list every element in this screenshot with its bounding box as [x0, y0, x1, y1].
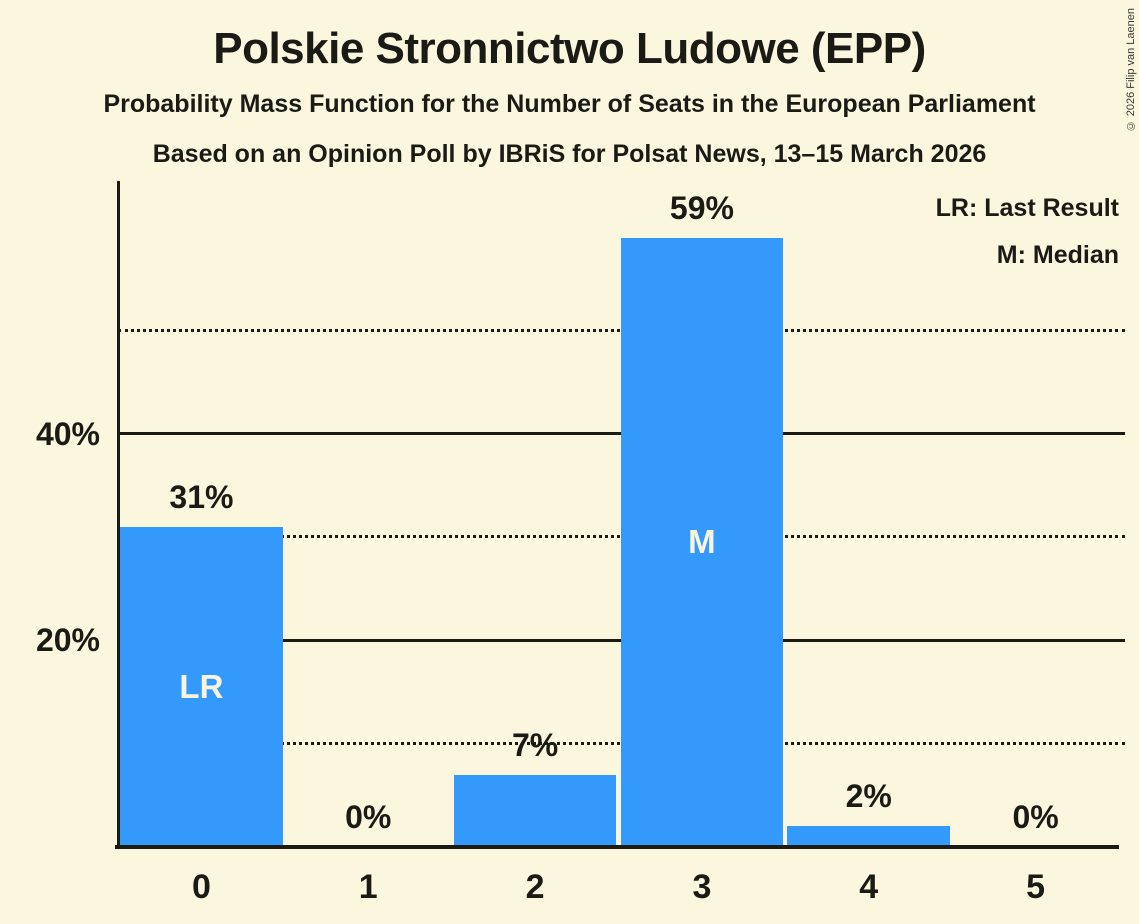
bar-value-label-5: 0% — [1012, 799, 1059, 835]
x-tick-label-3: 3 — [692, 868, 712, 906]
legend-median: M: Median — [996, 241, 1119, 269]
chart-subtitle: Probability Mass Function for the Number… — [103, 90, 1036, 118]
x-tick-label-0: 0 — [191, 868, 211, 906]
chart-source-line: Based on an Opinion Poll by IBRiS for Po… — [152, 140, 987, 168]
legend-last-result: LR: Last Result — [935, 194, 1119, 222]
bar-seats-4 — [787, 826, 951, 847]
x-tick-label-4: 4 — [859, 868, 879, 906]
bar-value-label-2: 7% — [511, 726, 559, 763]
plot-area: LR 31% 0% 7% M 59% 2% 0% — [118, 181, 1125, 847]
y-axis-label: 20% — [35, 622, 100, 659]
bar-value-label-4: 2% — [845, 778, 892, 815]
legend: LR: Last Result M: Median — [936, 185, 1119, 279]
x-tick-label-2: 2 — [525, 868, 545, 906]
copyright-notice: © 2026 Filip van Laenen — [1125, 8, 1137, 132]
bar-annotation-m: M — [688, 523, 716, 561]
x-tick-label-1: 1 — [358, 868, 378, 906]
bar-annotation-lr: LR — [179, 667, 224, 705]
y-axis-label: 40% — [35, 415, 100, 452]
chart-title: Polskie Stronnictwo Ludowe (EPP) — [213, 24, 926, 73]
x-tick-label-5: 5 — [1026, 868, 1046, 906]
bar-seats-2 — [453, 774, 617, 847]
x-axis-line — [115, 845, 1119, 849]
bar-value-label-0: 31% — [169, 478, 234, 515]
bar-seats-3: M — [620, 237, 784, 847]
bar-value-label-3: 59% — [669, 189, 734, 226]
bar-seats-0: LR — [120, 526, 283, 847]
y-axis-line — [117, 181, 120, 847]
bar-value-label-1: 0% — [345, 799, 392, 835]
